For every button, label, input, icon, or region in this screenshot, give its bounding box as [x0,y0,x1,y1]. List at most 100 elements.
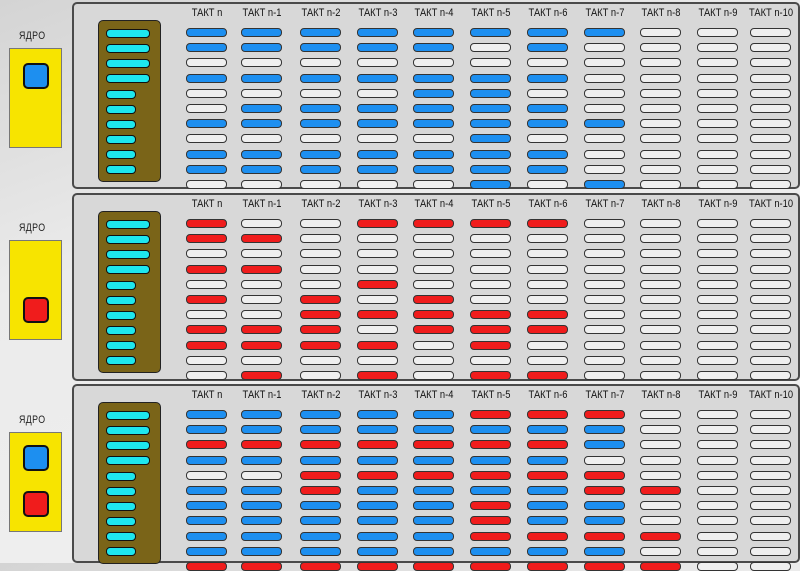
grid-cell [640,219,681,228]
grid-cell [413,440,454,450]
grid-cell [186,470,227,480]
grid-cell [697,501,738,511]
grid-cell [357,501,398,511]
grid-cell [413,310,454,320]
grid-cell [527,43,568,53]
grid-cell [697,410,738,419]
grid-cell [241,264,282,274]
grid-cell [584,58,625,68]
stack-cell [106,326,136,335]
grid-cell [750,249,791,259]
grid-cell [186,355,227,365]
grid-cell [470,325,511,335]
grid-cell [357,134,398,144]
grid-cell [750,425,791,435]
grid-cell [357,164,398,174]
stack-cell [106,547,136,556]
grid-cell [697,134,738,144]
grid-cell [413,355,454,365]
grid-cell [584,531,625,541]
column-header: ТАКТ n-5 [471,198,510,210]
grid-cell [697,28,738,37]
grid-cell [470,28,511,37]
grid-cell [527,440,568,450]
grid-cell [697,88,738,98]
grid-cell [357,486,398,495]
grid-cell [640,340,681,350]
grid-cell [241,531,282,541]
grid-cell [697,104,738,113]
grid-cell [640,562,681,571]
grid-cell [300,279,341,289]
grid-cell [527,180,568,189]
core-unit [23,491,49,517]
grid-cell [470,440,511,450]
grid-cell [697,440,738,450]
grid-cell [470,546,511,556]
grid-cell [300,28,341,37]
grid-cell [357,264,398,274]
grid-cell [470,531,511,541]
grid-cell [186,134,227,144]
grid-cell [470,455,511,465]
grid-cell [241,501,282,511]
grid-cell [357,73,398,83]
instruction-stack [98,20,161,182]
grid-cell [584,149,625,159]
grid-cell [241,425,282,435]
grid-cell [750,325,791,335]
grid-cell [413,531,454,541]
grid-cell [470,470,511,480]
grid-cell [697,355,738,365]
stack-cell [106,265,150,274]
grid-cell [640,501,681,511]
core-panel: ТАКТ n ТАКТ n-1 ТАКТ n-2 ТАКТ n-3 ТАКТ n-4 ТА… [72,384,800,571]
grid-cell [750,119,791,129]
column-header: ТАКТ n-10 [748,7,793,19]
grid-cell [640,88,681,98]
grid-cell [357,119,398,129]
column-header: ТАКТ n-6 [528,7,567,19]
grid-cell [584,279,625,289]
grid-cell [527,104,568,113]
grid-cell [186,546,227,556]
core-label: ЯДРО [19,414,46,426]
grid-cell [750,310,791,320]
grid-cell [300,470,341,480]
grid-cell [750,486,791,495]
grid-cell [470,279,511,289]
grid-cell [357,531,398,541]
grid-cell [527,562,568,571]
column-header: ТАКТ n-3 [358,198,397,210]
stack-cell [106,296,136,305]
grid-cell [300,149,341,159]
stack-cell [106,281,136,290]
grid-cell [527,325,568,335]
grid-cell [357,310,398,320]
grid-cell [697,119,738,129]
grid-cell [470,149,511,159]
grid-cell [241,149,282,159]
grid-cell [186,340,227,350]
instruction-stack [98,402,161,564]
grid-cell [697,562,738,571]
column-header: ТАКТ n-7 [585,7,624,19]
grid-cell [697,58,738,68]
grid-cell [640,164,681,174]
grid-cell [640,180,681,189]
grid-cell [750,164,791,174]
grid-cell [357,440,398,450]
grid-cell [697,73,738,83]
grid-cell [186,562,227,571]
grid-cell [186,279,227,289]
grid-cell [413,28,454,37]
grid-cell [527,501,568,511]
grid-cell [470,88,511,98]
grid-cell [413,325,454,335]
grid-cell [697,325,738,335]
grid-cell [186,486,227,495]
column-header: ТАКТ n-2 [301,7,340,19]
stack-cell [106,120,136,129]
grid-cell [357,180,398,189]
grid-cell [584,425,625,435]
